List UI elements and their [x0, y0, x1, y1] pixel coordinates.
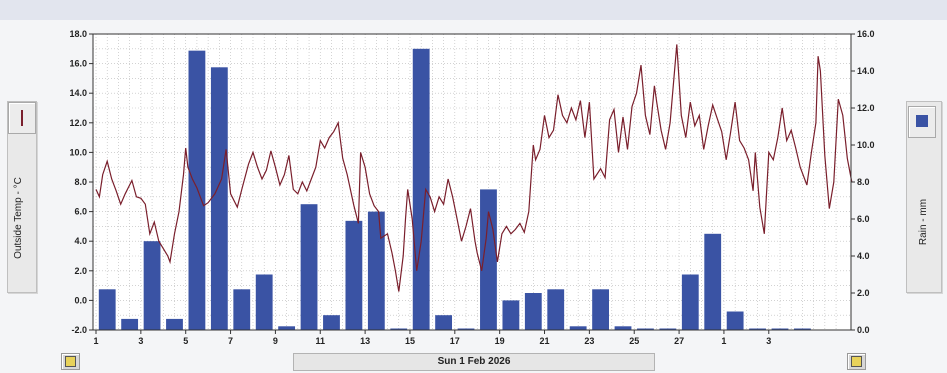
rain-bar [255, 274, 273, 330]
rain-bar [188, 50, 206, 331]
rain-bar [681, 274, 699, 330]
temperature-line-path [95, 44, 853, 292]
right-tick-label: 16.0 [857, 29, 875, 39]
right-tick-label: 14.0 [857, 66, 875, 76]
rain-bar [300, 204, 318, 330]
x-tick-label: 3 [766, 336, 771, 346]
rain-bar [480, 189, 497, 330]
x-tick-label: 11 [316, 336, 326, 346]
rain-bar [569, 326, 587, 330]
left-tick-label: -2.0 [71, 325, 87, 335]
left-tick-label: 12.0 [69, 118, 87, 128]
x-tick-label: 7 [228, 336, 233, 346]
rain-bar [210, 67, 228, 331]
right-tick-label: 8.0 [857, 177, 870, 187]
rain-bar [547, 289, 565, 330]
x-ticks: 1 3 5 7 9 11 13 15 17 19 21 23 25 27 1 3 [93, 330, 771, 346]
left-lock-button[interactable] [61, 353, 80, 370]
left-tick-label: 0.0 [74, 295, 87, 305]
rain-bar [390, 328, 408, 330]
rain-legend-swatch[interactable] [908, 106, 936, 138]
rain-bar [749, 328, 766, 330]
right-tick-label: 2.0 [857, 288, 870, 298]
top-toolbar-strip [0, 0, 947, 20]
rain-bar [794, 328, 811, 330]
rain-bar [771, 328, 789, 330]
x-tick-label: 23 [584, 336, 594, 346]
line-swatch-icon [21, 110, 23, 126]
rain-bar [502, 300, 520, 330]
temperature-line [95, 44, 853, 292]
left-tick-label: 6.0 [74, 207, 87, 217]
x-tick-label: 5 [183, 336, 188, 346]
rain-bar [592, 289, 609, 330]
right-lock-button[interactable] [847, 353, 866, 370]
lock-icon [65, 356, 76, 367]
left-tick-label: 16.0 [69, 59, 87, 69]
rain-bar [233, 289, 251, 330]
right-tick-label: 10.0 [857, 140, 875, 150]
rain-bars [98, 48, 811, 331]
x-tick-label: 27 [674, 336, 684, 346]
rain-bar [726, 311, 744, 330]
x-tick-label: 21 [540, 336, 550, 346]
rain-bar [457, 328, 475, 330]
rain-bar [323, 315, 340, 330]
rain-bar [121, 318, 139, 330]
right-tick-label: 0.0 [857, 325, 870, 335]
x-tick-label: 25 [629, 336, 639, 346]
rain-bar [345, 220, 363, 330]
rain-bar [614, 326, 632, 330]
x-tick-label: 19 [495, 336, 505, 346]
temperature-legend-swatch[interactable] [8, 102, 36, 134]
rain-bar [412, 48, 430, 331]
right-tick-label: 12.0 [857, 103, 875, 113]
rain-bar [704, 233, 722, 330]
left-tick-label: 8.0 [74, 177, 87, 187]
rain-bar [278, 326, 296, 330]
right-tick-label: 4.0 [857, 251, 870, 261]
x-tick-label: 15 [405, 336, 415, 346]
rain-bar [637, 328, 654, 330]
rain-bar [524, 293, 542, 330]
x-tick-label: 13 [360, 336, 370, 346]
left-tick-label: 4.0 [74, 236, 87, 246]
rain-bar [659, 328, 677, 330]
lock-icon [851, 356, 862, 367]
rain-bar [166, 318, 183, 330]
bar-swatch-icon [916, 115, 928, 127]
x-tick-label: 1 [721, 336, 726, 346]
left-y-ticks: -2.0 0.0 2.0 4.0 6.0 8.0 10.0 12.0 14.0 16.0 18.0 [69, 29, 93, 335]
x-tick-label: 9 [273, 336, 278, 346]
right-tick-label: 6.0 [857, 214, 870, 224]
x-tick-label: 1 [93, 336, 98, 346]
left-tick-label: 18.0 [69, 29, 87, 39]
x-tick-label: 17 [450, 336, 460, 346]
rain-bar [367, 211, 385, 330]
date-navigation-bar[interactable]: Sun 1 Feb 2026 [293, 353, 655, 371]
rain-bar [435, 315, 453, 330]
rain-bar [143, 241, 161, 330]
left-tick-label: 2.0 [74, 266, 87, 276]
x-tick-label: 3 [138, 336, 143, 346]
left-tick-label: 14.0 [69, 88, 87, 98]
left-tick-label: 10.0 [69, 147, 87, 157]
rain-bar [98, 289, 116, 330]
right-y-ticks: 0.0 2.0 4.0 6.0 8.0 10.0 12.0 14.0 16.0 [851, 29, 875, 335]
